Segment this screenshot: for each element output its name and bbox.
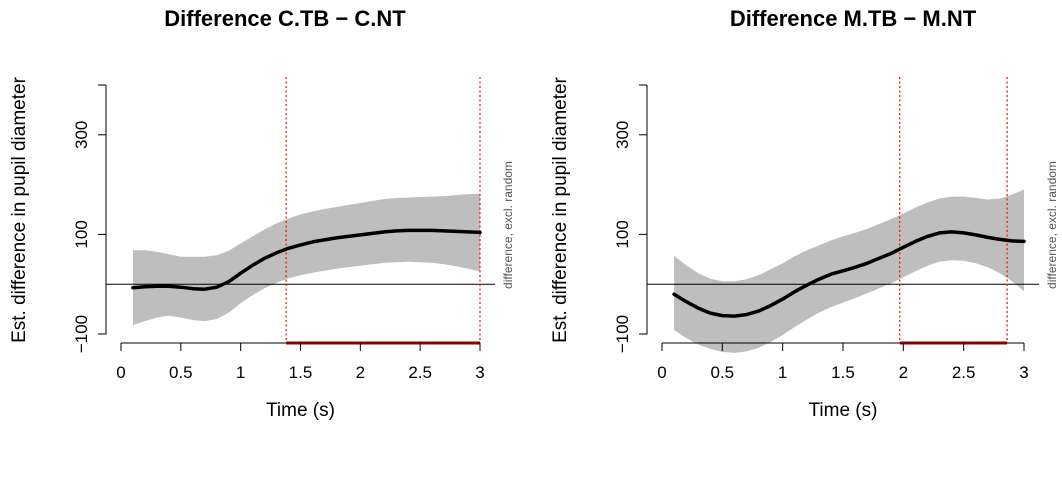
- y-tick-label: 100: [613, 220, 632, 248]
- side-label: difference, excl. random: [1045, 161, 1059, 289]
- x-tick-label: 2.5: [408, 363, 432, 382]
- y-axis-label: Est. difference in pupil diameter: [550, 76, 571, 342]
- y-tick-label: 100: [72, 220, 91, 248]
- x-tick-label: 3: [475, 363, 484, 382]
- chart-panel-2: 0 0.5 1 1.5 2 2.5 3 −100 100 300 Difference M.TB −…: [550, 6, 1059, 421]
- chart-panel-1: 0 0.5 1 1.5 2 2.5 3 −100 100 300 Difference C.TB −…: [9, 6, 515, 421]
- x-tick-label: 1: [778, 363, 787, 382]
- chart-title: Difference M.TB − M.NT: [730, 6, 977, 31]
- confidence-band: [674, 189, 1024, 353]
- y-axis-label: Est. difference in pupil diameter: [9, 76, 30, 342]
- y-tick-label: 300: [72, 121, 91, 149]
- x-tick-label: 0.5: [711, 363, 735, 382]
- estimate-line: [672, 230, 1026, 318]
- y-tick-label: 300: [613, 121, 632, 149]
- chart-title: Difference C.TB − C.NT: [164, 6, 406, 31]
- side-label: difference, excl. random: [501, 161, 515, 289]
- y-tick-label: −100: [72, 315, 91, 353]
- x-tick-label: 2: [899, 363, 908, 382]
- x-tick-label: 0: [657, 363, 666, 382]
- x-tick-label: 2: [356, 363, 365, 382]
- x-axis-label: Time (s): [266, 400, 335, 421]
- x-tick-label: 1: [236, 363, 245, 382]
- x-axis-label: Time (s): [809, 400, 878, 421]
- confidence-band: [133, 193, 480, 325]
- x-tick-label: 3: [1019, 363, 1028, 382]
- x-tick-label: 2.5: [952, 363, 976, 382]
- y-tick-label: −100: [613, 315, 632, 353]
- x-tick-label: 1.5: [831, 363, 855, 382]
- x-tick-label: 1.5: [289, 363, 313, 382]
- x-tick-label: 0: [116, 363, 125, 382]
- estimate-line: [131, 228, 482, 291]
- x-tick-label: 0.5: [169, 363, 193, 382]
